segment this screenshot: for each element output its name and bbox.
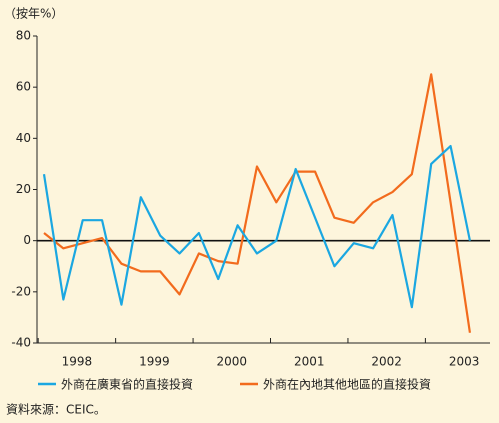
legend-label: 外商在廣東省的直接投資 (61, 377, 193, 392)
y-tick-label: 80 (16, 29, 31, 43)
x-tick-label: 2002 (371, 355, 402, 369)
x-tick-label: 1998 (62, 355, 93, 369)
source-note: 資料來源：CEIC。 (6, 403, 106, 417)
x-tick-label: 2001 (294, 355, 325, 369)
y-tick-label: 20 (16, 182, 31, 196)
y-tick-label: -40 (11, 336, 31, 350)
x-tick-label: 2000 (217, 355, 248, 369)
y-tick-label: 40 (16, 131, 31, 145)
y-axis-label: （按年%） (4, 7, 63, 21)
y-tick-label: -20 (11, 284, 31, 298)
series-line (42, 144, 471, 309)
y-tick-label: 60 (16, 80, 31, 94)
series-line (43, 73, 472, 333)
x-tick-label: 1999 (139, 355, 170, 369)
legend-label: 外商在內地其他地區的直接投資 (263, 377, 431, 392)
y-tick-label: 0 (23, 233, 31, 247)
x-tick-label: 2003 (449, 355, 480, 369)
